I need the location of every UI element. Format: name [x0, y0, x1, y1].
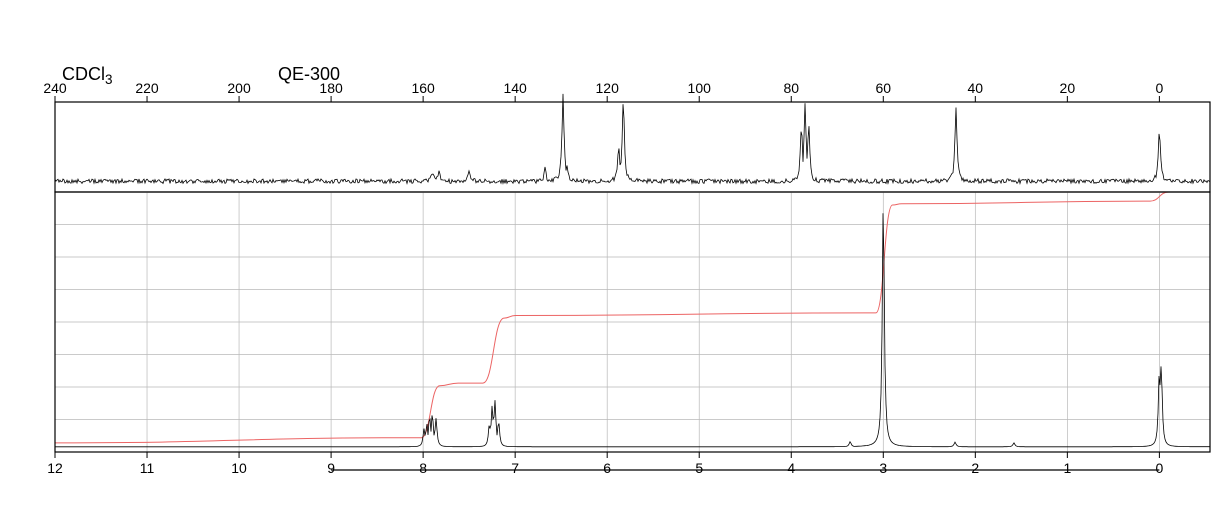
axis-tick-label: 9 [327, 460, 335, 476]
axis-tick-label: 160 [411, 80, 435, 96]
axis-tick-label: 1 [1063, 460, 1071, 476]
axis-tick-label: 240 [43, 80, 67, 96]
axis-tick-label: 100 [688, 80, 712, 96]
axis-tick-label: 60 [875, 80, 891, 96]
axis-tick-label: 80 [783, 80, 799, 96]
axis-tick-label: 5 [695, 460, 703, 476]
solvent-label: CDCl3 [62, 64, 113, 87]
axis-tick-label: 0 [1155, 80, 1163, 96]
axis-tick-label: 7 [511, 460, 519, 476]
axis-tick-label: 6 [603, 460, 611, 476]
axis-tick-label: 11 [140, 460, 155, 476]
axis-tick-label: 120 [596, 80, 620, 96]
axis-tick-label: 8 [419, 460, 427, 476]
axis-tick-label: 220 [135, 80, 159, 96]
axis-tick-label: 40 [968, 80, 984, 96]
axis-tick-label: 10 [231, 460, 247, 476]
axis-tick-label: 2 [971, 460, 979, 476]
axis-tick-label: 20 [1060, 80, 1076, 96]
nmr-plot: CDCl3QE-30024022020018016014012010080604… [0, 0, 1224, 528]
axis-tick-label: 200 [227, 80, 251, 96]
axis-tick-label: 12 [47, 460, 63, 476]
axis-tick-label: 4 [787, 460, 795, 476]
axis-tick-label: 3 [879, 460, 887, 476]
axis-tick-label: 180 [319, 80, 343, 96]
axis-tick-label: 0 [1155, 460, 1163, 476]
axis-tick-label: 140 [503, 80, 527, 96]
